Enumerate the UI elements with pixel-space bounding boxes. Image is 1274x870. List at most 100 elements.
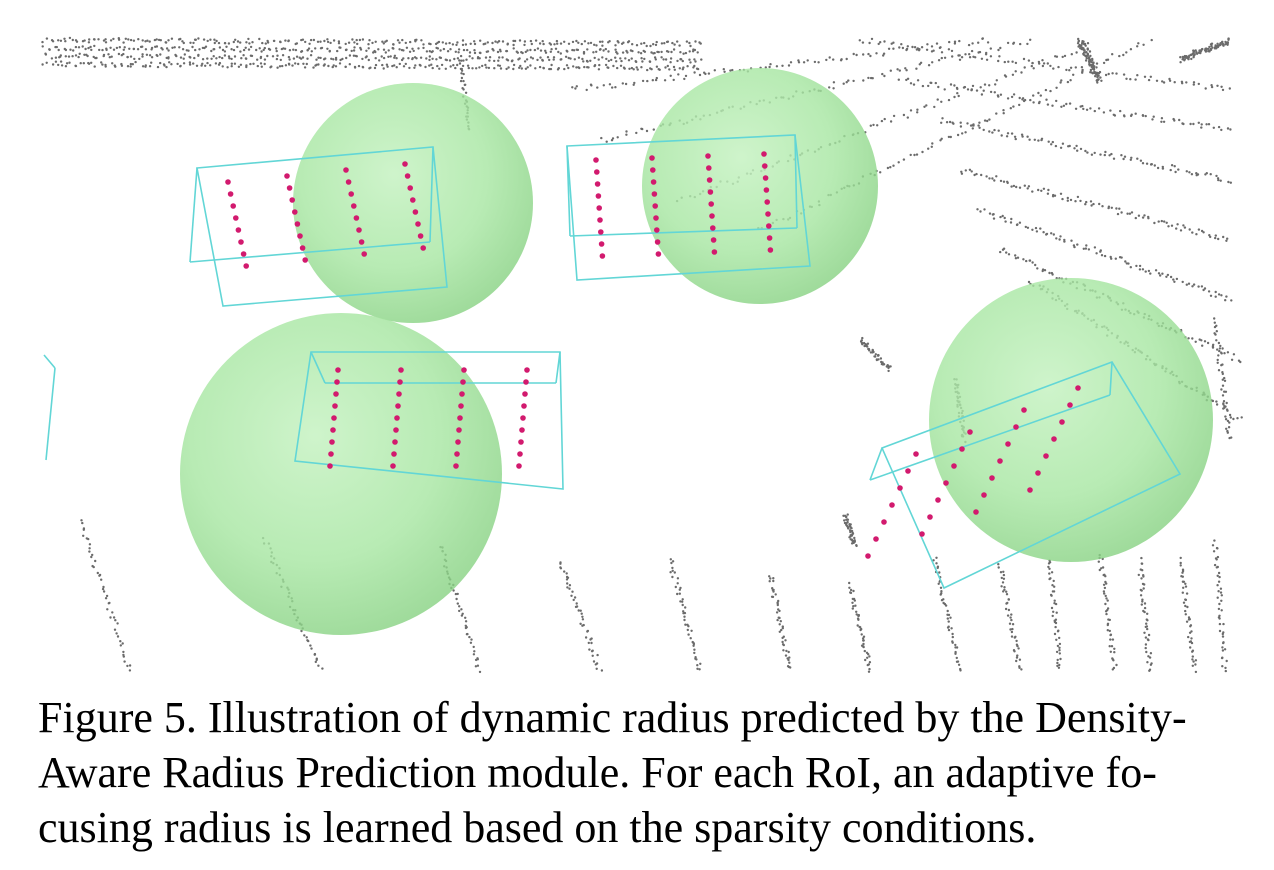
roi-point <box>518 439 524 445</box>
roi-point <box>593 157 599 163</box>
roi-point <box>398 367 404 373</box>
roi-point <box>520 415 526 421</box>
roi-point <box>1005 441 1011 447</box>
roi-point <box>706 177 713 183</box>
roi-point <box>959 446 965 452</box>
roi-point <box>328 451 334 457</box>
roi-box-3-edge <box>555 351 561 384</box>
roi-point <box>1027 487 1033 493</box>
roi-point <box>286 185 293 191</box>
roi-point <box>517 451 523 457</box>
roi-point <box>708 201 714 207</box>
roi-point <box>456 427 462 433</box>
roi-point <box>598 241 605 247</box>
roi-point <box>412 209 419 215</box>
roi-point <box>331 415 337 421</box>
roi-point <box>762 175 769 181</box>
radius-sphere-4 <box>929 278 1213 562</box>
roi-point <box>897 485 903 491</box>
roi-point <box>943 480 949 486</box>
roi-point <box>243 263 249 269</box>
roi-point <box>764 199 770 205</box>
roi-point <box>521 403 527 409</box>
roi-point <box>230 203 236 209</box>
roi-point <box>332 403 338 409</box>
roi-boxes <box>43 134 1182 590</box>
roi-point <box>402 161 408 167</box>
roi-point <box>348 191 355 197</box>
roi-point <box>595 193 602 199</box>
roi-point <box>524 367 530 373</box>
roi-point <box>235 227 242 233</box>
roi-point <box>392 439 398 445</box>
roi-point <box>650 167 656 173</box>
roi-point <box>889 502 895 508</box>
roi-point <box>652 203 658 209</box>
roi-point <box>706 165 712 171</box>
roi-box-partial-edge <box>43 354 56 369</box>
roi-point <box>294 221 301 227</box>
roi-box-4-edge <box>1109 361 1113 396</box>
roi-point <box>334 379 340 385</box>
roi-box-4-edge <box>869 394 1111 481</box>
roi-point <box>767 247 774 253</box>
roi-point <box>299 245 306 251</box>
roi-point <box>415 221 421 227</box>
roi-point <box>297 233 303 239</box>
roi-point <box>457 415 463 421</box>
roi-sampled-points <box>225 151 1081 559</box>
roi-box-1-edge <box>189 241 431 263</box>
radius-sphere-2 <box>642 68 878 304</box>
caption-line-1: Figure 5. Illustration of dynamic radius… <box>38 693 1187 742</box>
roi-point <box>454 451 460 457</box>
roi-point <box>390 463 396 469</box>
roi-point <box>1021 407 1027 413</box>
roi-point <box>284 173 290 179</box>
roi-point <box>598 229 604 235</box>
roi-point <box>302 257 309 263</box>
roi-point <box>458 403 464 409</box>
roi-point <box>1051 436 1057 442</box>
roi-box-1-edge <box>189 167 198 263</box>
roi-point <box>935 497 941 503</box>
roi-point <box>594 169 600 175</box>
roi-point <box>410 197 416 203</box>
caption-line-3: cusing radius is learned based on the sp… <box>38 803 1037 852</box>
roi-point <box>233 215 239 221</box>
roi-point <box>967 429 973 435</box>
roi-point <box>333 391 339 397</box>
roi-point <box>327 463 333 469</box>
roi-point <box>761 151 767 157</box>
roi-box-2-edge <box>566 145 571 237</box>
roi-point <box>356 227 362 233</box>
roi-point <box>519 427 525 433</box>
roi-point <box>459 391 465 397</box>
roi-point <box>395 403 401 409</box>
roi-point <box>522 391 528 397</box>
roi-point <box>655 251 662 257</box>
roi-box-2-edge <box>794 134 798 229</box>
roi-point <box>455 439 461 445</box>
roi-point <box>709 213 715 219</box>
roi-point <box>881 519 887 525</box>
roi-point <box>460 379 466 385</box>
roi-point <box>649 155 655 161</box>
roi-point <box>351 203 357 209</box>
roi-point <box>711 249 718 255</box>
roi-point <box>1059 419 1065 425</box>
roi-point <box>238 239 244 245</box>
roi-point <box>654 227 660 233</box>
point-cloud-figure <box>41 36 1243 674</box>
roi-point <box>905 468 911 474</box>
roi-point <box>227 191 234 197</box>
roi-point <box>765 211 771 217</box>
roi-point <box>1075 385 1081 391</box>
roi-point <box>1013 424 1019 430</box>
roi-point <box>594 181 601 187</box>
roi-point <box>1035 470 1041 476</box>
roi-point <box>873 536 879 542</box>
radius-sphere-1 <box>293 83 533 323</box>
roi-point <box>1043 453 1049 459</box>
roi-point <box>461 367 467 373</box>
roi-point <box>358 239 365 245</box>
